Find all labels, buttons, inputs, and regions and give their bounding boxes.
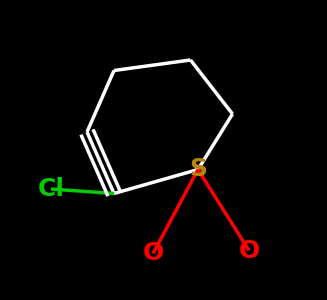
Text: S: S [189, 158, 207, 182]
Text: O: O [238, 238, 260, 262]
Text: O: O [142, 242, 164, 266]
Text: Cl: Cl [38, 177, 64, 201]
